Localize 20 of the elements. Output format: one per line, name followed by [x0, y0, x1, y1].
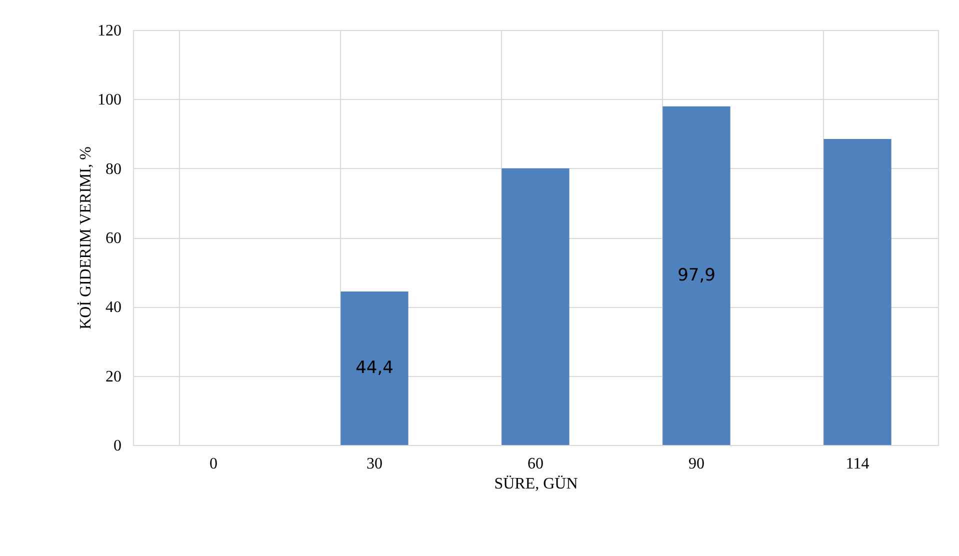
- x-tick-label: 114: [846, 456, 870, 472]
- x-tick-label: 60: [528, 456, 544, 472]
- x-tick-label: 30: [366, 456, 382, 472]
- y-tick-label: 60: [106, 230, 122, 247]
- y-axis-title: KOİ GIDERIM VERIMI, %: [76, 146, 94, 330]
- y-tick-label: 0: [114, 438, 122, 454]
- bar: [662, 106, 730, 445]
- y-tick-label: 80: [106, 160, 122, 178]
- x-tick-label: 90: [688, 456, 704, 472]
- y-tick-label: 120: [98, 22, 122, 40]
- data-label: 97,9: [678, 266, 716, 286]
- bar: [502, 168, 570, 445]
- x-tick-label: 0: [210, 456, 218, 472]
- data-label: 44,4: [356, 358, 394, 378]
- bar: [824, 138, 892, 445]
- bar: [340, 291, 408, 445]
- y-tick-label: 20: [106, 368, 122, 386]
- y-tick-label: 100: [98, 92, 122, 109]
- x-axis-title: SÜRE, GÜN: [494, 476, 578, 492]
- y-tick-label: 40: [106, 299, 122, 316]
